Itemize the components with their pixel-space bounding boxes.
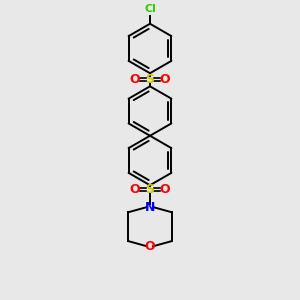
Text: O: O (145, 240, 155, 253)
Text: Cl: Cl (144, 4, 156, 14)
Text: S: S (146, 183, 154, 196)
Text: S: S (146, 73, 154, 86)
Text: O: O (130, 73, 140, 86)
Text: O: O (160, 183, 170, 196)
Text: O: O (130, 183, 140, 196)
Text: O: O (160, 73, 170, 86)
Text: N: N (145, 200, 155, 214)
